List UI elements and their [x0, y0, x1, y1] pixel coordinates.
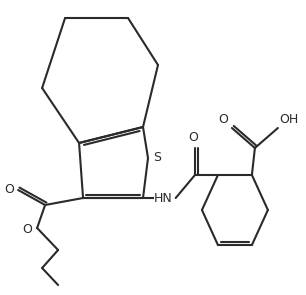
Text: OH: OH	[279, 113, 298, 126]
Text: O: O	[188, 131, 198, 144]
Text: O: O	[218, 113, 228, 126]
Text: S: S	[154, 150, 162, 164]
Text: HN: HN	[154, 191, 173, 204]
Text: O: O	[5, 183, 14, 196]
Text: O: O	[23, 223, 32, 236]
